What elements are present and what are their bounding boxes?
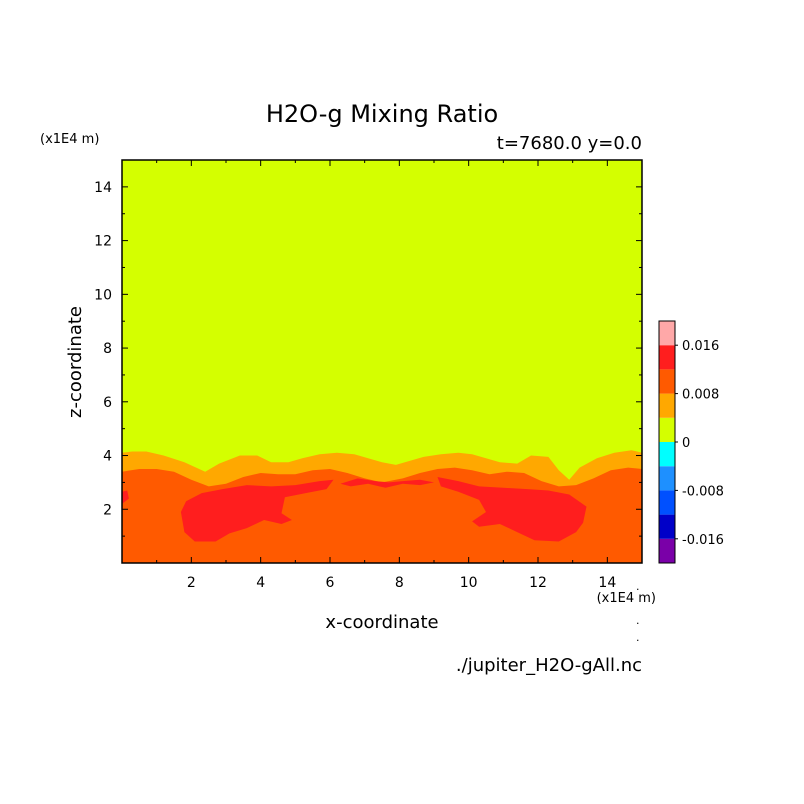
y-axis-label: z-coordinate xyxy=(65,306,86,418)
y-tick-label: 4 xyxy=(103,449,112,465)
y-tick-label: 2 xyxy=(103,502,112,518)
contour-region-peak-core-center xyxy=(340,478,434,488)
source-file-label: ./jupiter_H2O-gAll.nc xyxy=(456,655,642,676)
plot-frame xyxy=(121,159,643,564)
y-tick-label: 14 xyxy=(94,180,112,196)
chart-title: H2O-g Mixing Ratio xyxy=(266,100,498,128)
y-tick-label: 10 xyxy=(94,287,112,303)
contour-region-peak-core-left xyxy=(180,479,334,542)
colorbar-swatch xyxy=(659,393,675,418)
y-tick-label: 12 xyxy=(94,234,112,250)
colorbar-tick-label: -0.016 xyxy=(682,533,724,548)
x-tick-label: 10 xyxy=(460,575,478,591)
colorbar-swatch xyxy=(659,369,675,394)
chart-subtitle: t=7680.0 y=0.0 xyxy=(497,133,642,154)
colorbar-swatch xyxy=(659,417,675,442)
x-tick-label: 14 xyxy=(598,575,616,591)
x-tick-label: 8 xyxy=(395,575,404,591)
x-tick-label: 2 xyxy=(187,575,196,591)
contour-region-edge-spot-left xyxy=(122,490,129,504)
colorbar-tick-label: 0.008 xyxy=(682,388,719,403)
edge-mark-3: . xyxy=(636,631,640,644)
colorbar-swatch xyxy=(659,514,675,539)
contour-region-peak-core-right xyxy=(437,477,587,542)
x-tick-label: 6 xyxy=(326,575,335,591)
colorbar-swatch xyxy=(659,442,675,467)
edge-mark-1: . xyxy=(636,580,640,593)
x-tick-label: 12 xyxy=(529,575,547,591)
colorbar-swatch xyxy=(659,466,675,491)
colorbar-swatch xyxy=(659,490,675,515)
x-unit-label: (x1E4 m) xyxy=(597,591,656,606)
y-unit-label: (x1E4 m) xyxy=(40,132,99,147)
x-axis-label: x-coordinate xyxy=(325,612,438,633)
x-tick-label: 4 xyxy=(256,575,265,591)
y-tick-label: 8 xyxy=(103,341,112,357)
colorbar-tick-label: 0.016 xyxy=(682,339,719,354)
colorbar-tick-label: 0 xyxy=(682,436,690,451)
x-axis-ticks: 2 4 6 8 10 12 14 xyxy=(156,160,616,591)
y-axis-ticks: 2 4 6 8 10 12 14 xyxy=(94,180,642,537)
colorbar-swatch xyxy=(659,345,675,370)
y-tick-label: 6 xyxy=(103,395,112,411)
contour-fill-layer xyxy=(122,160,642,563)
colorbar: 0.016 0.008 0 -0.008 -0.016 xyxy=(658,320,724,564)
edge-mark-2: . xyxy=(636,614,640,627)
colorbar-swatch xyxy=(659,538,675,563)
colorbar-swatch xyxy=(659,321,675,346)
colorbar-tick-label: -0.008 xyxy=(682,484,724,499)
